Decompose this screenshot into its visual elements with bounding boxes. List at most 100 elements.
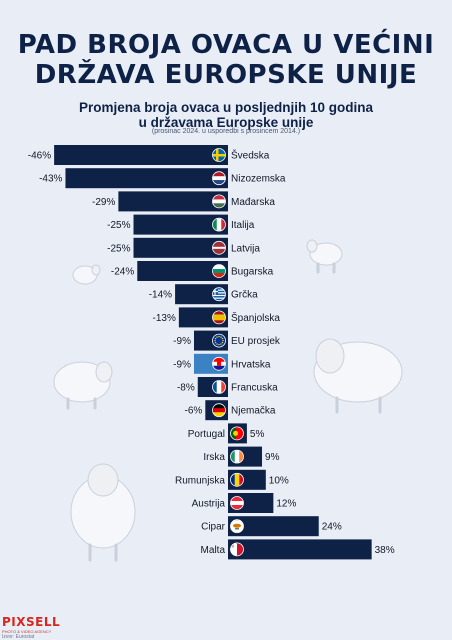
flag-es-icon	[212, 311, 226, 324]
flag-ring	[212, 380, 226, 394]
flag-stripe	[221, 381, 226, 393]
flag-star	[216, 336, 218, 338]
flag-emblem	[231, 544, 234, 548]
value-label: -25%	[107, 220, 130, 231]
flag-stripe	[212, 334, 226, 347]
flag-stripe	[212, 172, 226, 177]
category-label: Švedska	[231, 149, 270, 162]
flag-stripe	[230, 473, 235, 486]
flag-stripe	[221, 218, 226, 231]
category-label: Cipar	[201, 522, 226, 533]
bar	[137, 261, 228, 281]
value-label: -9%	[173, 336, 191, 347]
value-label: 10%	[269, 475, 289, 486]
category-label: Italija	[231, 220, 255, 231]
title-line-1: PAD BROJA OVACA U VEĆINI	[17, 30, 435, 60]
flag-ring	[212, 194, 226, 209]
value-label: -25%	[107, 243, 130, 254]
page-title: PAD BROJA OVACA U VEĆINI DRŽAVA EUROPSKE…	[0, 30, 452, 90]
bar	[133, 214, 228, 235]
flag-hr-icon	[212, 357, 226, 370]
flag-stripe	[230, 450, 235, 463]
flag-stripe	[212, 408, 226, 413]
flag-star	[221, 337, 224, 340]
flag-stripe	[230, 497, 244, 501]
flag-stripe	[234, 473, 240, 486]
flag-stripe	[212, 357, 226, 362]
flag-at-icon	[230, 497, 244, 509]
flag-stripe	[235, 427, 244, 440]
flag-stripe	[212, 265, 226, 269]
flag-ring	[230, 426, 244, 441]
flag-emblem	[233, 430, 239, 436]
category-label: Hrvatska	[231, 359, 271, 370]
flag-eu-icon	[212, 334, 226, 347]
flag-ring	[230, 472, 244, 487]
flag-ring	[212, 240, 226, 255]
pixsell-logo: PIXSELL	[2, 615, 61, 629]
chart-title: Promjena broja ovaca u posljednjih 10 go…	[0, 100, 452, 130]
category-label: Irska	[203, 452, 225, 463]
flag-star	[222, 339, 224, 342]
flag-stripe	[212, 246, 226, 249]
flag-star	[218, 343, 220, 346]
chart-title-line-1: Promjena broja ovaca u posljednjih 10 go…	[78, 100, 374, 115]
sheep-icon	[313, 338, 403, 414]
category-label: Malta	[201, 545, 226, 556]
flag-stripe	[212, 176, 226, 181]
title-line-2: DRŽAVA EUROPSKE UNIJE	[34, 60, 418, 90]
value-label: -46%	[28, 151, 51, 162]
flag-star	[214, 341, 217, 344]
flag-stripe	[237, 543, 244, 556]
bar	[118, 191, 228, 212]
flag-stripe	[212, 293, 226, 295]
flag-stripe	[239, 473, 244, 486]
flag-stripe	[230, 501, 244, 505]
value-label: -13%	[153, 313, 176, 324]
sheep-icon	[53, 361, 113, 410]
flag-de-icon	[212, 404, 226, 417]
category-label: Mađarska	[231, 197, 275, 208]
flag-stripe	[212, 290, 218, 293]
flag-emblem	[235, 528, 239, 530]
flag-ring	[212, 287, 226, 302]
flag-stripe	[212, 154, 226, 157]
sheep-icon	[306, 239, 343, 274]
flag-ring	[212, 356, 226, 371]
flag-ring	[230, 496, 244, 510]
flag-stripe	[212, 288, 226, 290]
flag-star	[214, 337, 217, 340]
category-label: Španjolska	[231, 311, 280, 324]
category-label: Nizozemska	[231, 174, 286, 185]
value-label: 38%	[375, 545, 395, 556]
flag-stripe	[212, 269, 226, 273]
value-label: 9%	[265, 452, 280, 463]
flag-stripe	[234, 450, 240, 463]
flag-stripe	[212, 412, 226, 417]
flag-stripe	[212, 298, 226, 301]
flag-stripe	[230, 543, 237, 556]
flag-it-icon	[212, 218, 226, 231]
flag-emblem	[233, 523, 241, 528]
bar	[133, 237, 228, 258]
flag-stripe	[212, 294, 226, 297]
category-label: Francuska	[231, 383, 278, 394]
bar	[228, 516, 319, 537]
flag-stripe	[216, 218, 222, 231]
flag-ring	[212, 403, 226, 418]
flag-ring	[230, 542, 244, 557]
flag-ring	[212, 264, 226, 278]
flag-emblem	[217, 360, 221, 366]
category-label: EU prosjek	[231, 336, 281, 347]
value-label: -8%	[177, 383, 195, 394]
bar	[65, 168, 229, 189]
flag-stripe	[212, 365, 226, 370]
flag-star	[216, 343, 218, 345]
category-label: Bugarska	[231, 267, 274, 278]
flag-se-icon	[212, 149, 226, 161]
flag-lv-icon	[212, 241, 226, 254]
flag-stripe	[212, 311, 226, 315]
category-label: Austrija	[192, 499, 226, 510]
value-label: -24%	[111, 267, 134, 278]
